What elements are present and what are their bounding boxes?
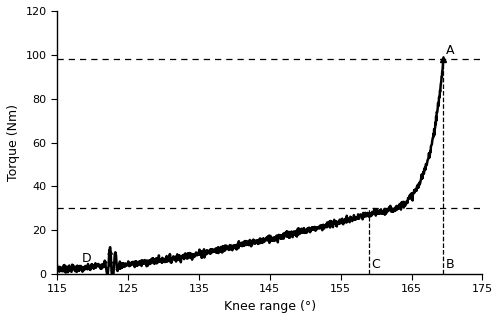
- Y-axis label: Torque (Nm): Torque (Nm): [7, 104, 20, 181]
- X-axis label: Knee range (°): Knee range (°): [224, 300, 316, 313]
- Text: A: A: [446, 44, 455, 57]
- Text: B: B: [446, 258, 454, 271]
- Text: C: C: [371, 258, 380, 271]
- Text: D: D: [82, 252, 92, 265]
